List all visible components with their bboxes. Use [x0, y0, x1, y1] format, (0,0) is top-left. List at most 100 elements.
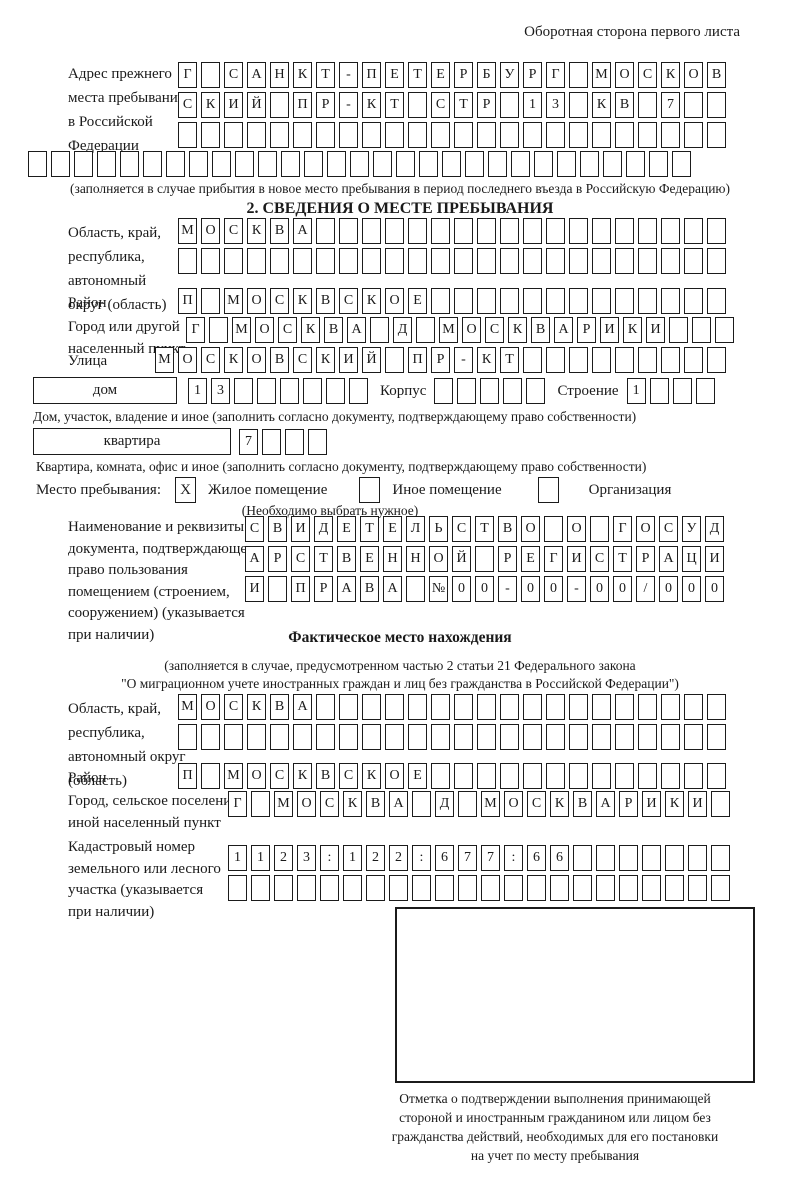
char-cell[interactable]: Р — [636, 546, 655, 572]
char-cell[interactable] — [235, 151, 254, 177]
char-cell[interactable] — [669, 317, 688, 343]
char-cell[interactable] — [638, 92, 657, 118]
char-cell[interactable] — [293, 122, 312, 148]
char-cell[interactable] — [527, 875, 546, 901]
char-cell[interactable] — [707, 218, 726, 244]
char-cell[interactable] — [573, 845, 592, 871]
char-cell[interactable] — [688, 845, 707, 871]
char-cell[interactable] — [615, 218, 634, 244]
char-cell[interactable]: 7 — [458, 845, 477, 871]
char-cell[interactable] — [408, 694, 427, 720]
char-cell[interactable]: О — [684, 62, 703, 88]
char-cell[interactable] — [396, 151, 415, 177]
char-cell[interactable] — [665, 875, 684, 901]
char-cell[interactable]: В — [360, 576, 379, 602]
char-cell[interactable]: 1 — [251, 845, 270, 871]
char-cell[interactable] — [178, 248, 197, 274]
char-cell[interactable]: Л — [406, 516, 425, 542]
char-cell[interactable] — [303, 377, 322, 404]
char-cell[interactable] — [247, 122, 266, 148]
char-cell[interactable] — [408, 92, 427, 118]
char-cell[interactable] — [615, 288, 634, 314]
char-cell[interactable] — [569, 724, 588, 750]
char-cell[interactable]: С — [431, 92, 450, 118]
char-cell[interactable]: К — [362, 288, 381, 314]
char-cell[interactable] — [406, 576, 425, 602]
char-cell[interactable]: С — [224, 694, 243, 720]
char-cell[interactable] — [389, 875, 408, 901]
char-cell[interactable] — [362, 248, 381, 274]
char-cell[interactable]: Е — [385, 62, 404, 88]
char-cell[interactable] — [262, 428, 281, 455]
char-cell[interactable]: С — [178, 92, 197, 118]
char-cell[interactable]: И — [688, 791, 707, 817]
char-cell[interactable] — [642, 875, 661, 901]
char-cell[interactable] — [454, 694, 473, 720]
char-cell[interactable] — [268, 576, 287, 602]
char-cell[interactable] — [201, 62, 220, 88]
char-cell[interactable] — [500, 248, 519, 274]
char-cell[interactable]: М — [178, 218, 197, 244]
char-cell[interactable] — [546, 248, 565, 274]
char-cell[interactable]: О — [201, 218, 220, 244]
char-cell[interactable]: Т — [613, 546, 632, 572]
char-cell[interactable]: 6 — [550, 845, 569, 871]
char-cell[interactable]: 7 — [661, 92, 680, 118]
char-cell[interactable] — [431, 122, 450, 148]
char-cell[interactable] — [362, 122, 381, 148]
char-cell[interactable]: И — [291, 516, 310, 542]
char-cell[interactable] — [580, 151, 599, 177]
char-cell[interactable] — [500, 288, 519, 314]
char-cell[interactable]: К — [293, 763, 312, 789]
char-cell[interactable] — [523, 288, 542, 314]
char-cell[interactable]: И — [245, 576, 264, 602]
char-cell[interactable]: У — [500, 62, 519, 88]
char-cell[interactable] — [684, 763, 703, 789]
char-cell[interactable] — [435, 875, 454, 901]
char-cell[interactable] — [270, 92, 289, 118]
char-cell[interactable]: С — [527, 791, 546, 817]
char-cell[interactable] — [224, 248, 243, 274]
char-cell[interactable] — [695, 377, 715, 404]
char-cell[interactable]: А — [245, 546, 264, 572]
char-cell[interactable]: 3 — [546, 92, 565, 118]
char-cell[interactable] — [569, 763, 588, 789]
char-cell[interactable]: В — [270, 694, 289, 720]
char-cell[interactable] — [523, 763, 542, 789]
char-cell[interactable]: 1 — [626, 377, 646, 404]
char-cell[interactable]: В — [316, 763, 335, 789]
char-cell[interactable] — [454, 724, 473, 750]
char-cell[interactable] — [370, 317, 389, 343]
char-cell[interactable]: Н — [406, 546, 425, 572]
char-cell[interactable] — [500, 92, 519, 118]
char-cell[interactable] — [523, 347, 542, 373]
char-cell[interactable]: К — [550, 791, 569, 817]
char-cell[interactable]: : — [504, 845, 523, 871]
char-cell[interactable] — [477, 248, 496, 274]
char-cell[interactable]: 1 — [188, 377, 207, 404]
char-cell[interactable]: Г — [613, 516, 632, 542]
char-cell[interactable] — [320, 875, 339, 901]
char-cell[interactable]: С — [270, 763, 289, 789]
char-cell[interactable] — [339, 248, 358, 274]
char-cell[interactable]: К — [508, 317, 527, 343]
char-cell[interactable]: Г — [544, 546, 563, 572]
char-cell[interactable]: Г — [186, 317, 205, 343]
char-cell[interactable] — [454, 122, 473, 148]
char-cell[interactable]: Р — [316, 92, 335, 118]
char-cell[interactable] — [546, 724, 565, 750]
char-cell[interactable] — [270, 248, 289, 274]
char-cell[interactable]: Р — [431, 347, 450, 373]
char-cell[interactable]: Д — [435, 791, 454, 817]
char-cell[interactable]: Т — [408, 62, 427, 88]
char-cell[interactable] — [166, 151, 185, 177]
char-cell[interactable]: И — [705, 546, 724, 572]
char-cell[interactable]: В — [531, 317, 550, 343]
char-cell[interactable]: С — [278, 317, 297, 343]
char-cell[interactable] — [688, 875, 707, 901]
char-cell[interactable]: Р — [268, 546, 287, 572]
char-cell[interactable]: 6 — [435, 845, 454, 871]
char-cell[interactable] — [477, 288, 496, 314]
char-cell[interactable] — [209, 317, 228, 343]
char-cell[interactable]: В — [366, 791, 385, 817]
